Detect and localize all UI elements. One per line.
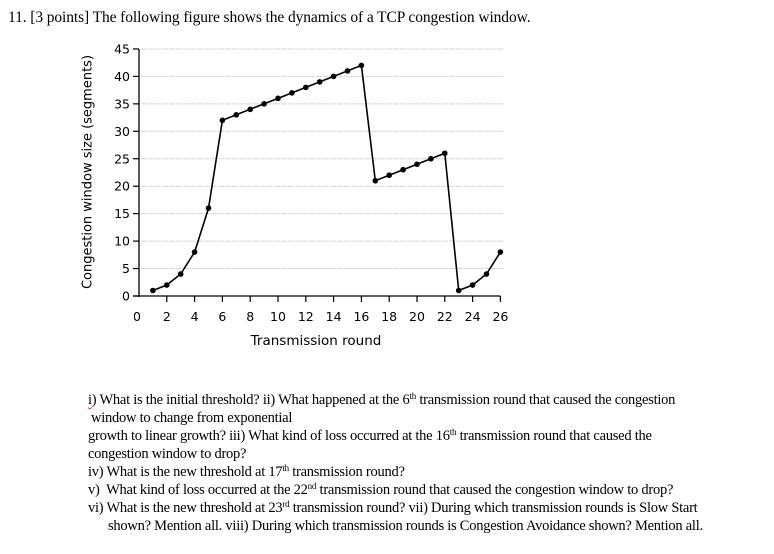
- x-tick-label: 10: [270, 309, 286, 324]
- x-tick-label: 24: [465, 309, 481, 324]
- x-tick-label: 14: [326, 309, 342, 324]
- x-tick-label: 6: [218, 309, 226, 324]
- x-tick-label: 4: [191, 309, 199, 324]
- question-text: i) What is the initial threshold? ii) Wh…: [88, 391, 768, 535]
- data-point: [372, 177, 379, 184]
- ordinal-suffix: nd: [307, 481, 317, 491]
- data-point: [344, 68, 351, 74]
- question-header: 11. [3 points] The following figure show…: [8, 9, 531, 26]
- y-tick-label: 5: [122, 261, 130, 276]
- question-line-6-b: transmission round that caused the conge…: [316, 482, 674, 498]
- data-point: [233, 112, 240, 118]
- x-tick-label: 2: [163, 309, 171, 324]
- question-line-8: shown? Mention all. viii) During which t…: [108, 518, 703, 534]
- y-tick-label: 0: [122, 289, 130, 304]
- x-tick-label: 22: [437, 309, 453, 324]
- data-point: [428, 155, 434, 162]
- ordinal-suffix: th: [409, 391, 417, 401]
- data-point: [400, 166, 406, 173]
- data-point: [455, 287, 462, 294]
- data-point: [289, 90, 295, 96]
- data-point: [469, 282, 476, 288]
- question-line-1-a: ) What is the initial threshold? ii) Wha…: [91, 392, 410, 408]
- x-tick-label: 18: [381, 309, 397, 324]
- question-i-marker: i: [88, 392, 92, 408]
- data-line: [152, 64, 502, 292]
- data-point: [442, 150, 448, 157]
- question-line-7-b: transmission round? vii) During which tr…: [289, 500, 698, 516]
- question-line-5-b: transmission round?: [288, 464, 405, 480]
- x-tick-label: 20: [409, 309, 425, 324]
- y-tick-label: 45: [114, 41, 130, 56]
- ordinal-suffix: th: [282, 463, 289, 473]
- data-point: [247, 106, 253, 113]
- ordinal-suffix: th: [449, 427, 457, 437]
- data-point: [316, 79, 323, 85]
- question-line-7-a: vi) What is the new threshold at 23: [88, 500, 283, 516]
- data-point: [275, 95, 281, 102]
- x-tick-label: 16: [353, 309, 369, 324]
- x-tick-label: 12: [298, 309, 314, 324]
- data-point: [483, 271, 490, 277]
- data-point: [330, 73, 337, 80]
- data-point: [414, 161, 420, 168]
- question-line-6: v) What kind of loss occurred at the 22n…: [88, 481, 768, 499]
- y-tick-label: 20: [114, 179, 130, 194]
- x-tick-label: 0: [133, 309, 141, 324]
- y-axis-label: Congestion window size (segments): [80, 54, 96, 290]
- x-tick-label: 8: [246, 309, 254, 324]
- question-line-5-a: iv) What is the new threshold at 17: [88, 464, 283, 480]
- y-tick-label: 15: [114, 206, 130, 221]
- data-point: [150, 287, 156, 294]
- data-point: [303, 84, 309, 91]
- data-point: [497, 249, 504, 255]
- question-line-3: growth to linear growth? iii) What kind …: [88, 427, 768, 445]
- question-line-3-a: growth to linear growth? iii) What kind …: [88, 428, 450, 444]
- question-line-5: iv) What is the new threshold at 17th tr…: [88, 463, 768, 481]
- data-point: [177, 271, 184, 277]
- y-tick-label: 40: [114, 69, 130, 84]
- question-line-2: window to change from exponential: [91, 410, 293, 426]
- question-line-3-b: transmission round that caused the: [456, 428, 652, 444]
- congestion-window-chart: 0 5 10 15 20 25 30 35 40 45 0 2 4 6 8 10 12 14 16 18 20 22 24 2…: [80, 41, 509, 349]
- data-point: [164, 282, 170, 288]
- y-tick-label: 35: [114, 96, 130, 111]
- y-tick-label: 30: [114, 124, 130, 139]
- question-line-4: congestion window to drop?: [88, 446, 247, 462]
- data-point: [358, 62, 365, 69]
- data-point: [205, 205, 212, 211]
- data-point: [386, 172, 393, 179]
- y-tick-label: 25: [114, 151, 130, 166]
- x-tick-label: 26: [492, 309, 508, 324]
- ordinal-suffix: rd: [282, 499, 290, 509]
- x-axis-label: Transmission round: [250, 333, 382, 349]
- data-point: [261, 101, 267, 107]
- data-point: [219, 117, 226, 124]
- question-line-7: vi) What is the new threshold at 23rd tr…: [88, 499, 768, 517]
- question-line-1-b: transmission round that caused the conge…: [416, 392, 676, 408]
- question-line-6-a: v) What kind of loss occurred at the 22: [88, 482, 308, 498]
- question-line-1: i) What is the initial threshold? ii) Wh…: [88, 391, 768, 409]
- data-point: [191, 249, 198, 255]
- y-tick-label: 10: [114, 234, 130, 249]
